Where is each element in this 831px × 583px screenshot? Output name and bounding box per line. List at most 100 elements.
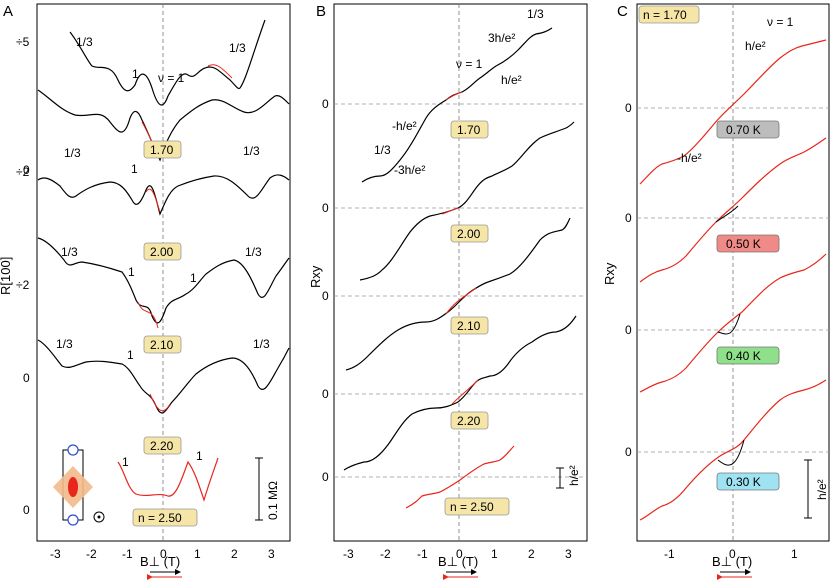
c-title-box: n = 1.70 [638,5,700,24]
a-filling-box: 2.20 [143,436,182,455]
a-fraction-label: 1/3 [253,337,270,351]
c-temp-label: 0.40 K [726,349,761,363]
c-xtick: -1 [664,547,675,561]
c-temp-box: 0.50 K [716,234,780,253]
c-trace-3 [639,253,827,393]
a-zero-label: 0 [23,503,30,517]
a-fraction-label: 1 [190,271,197,285]
b-filling-box: n = 2.50 [444,497,510,516]
b-xtick: 1 [491,547,498,561]
b-xtick: 2 [528,547,535,561]
b-trace-1 [361,27,553,183]
c-temp-label: 0.30 K [726,475,761,489]
b-filling-label: 1.70 [457,123,481,137]
b-annotation: 1/3 [527,7,544,21]
a-filling-label: 1.70 [150,143,174,157]
b-annotation: 3h/e² [488,31,515,45]
a-fraction-label: 1 [128,265,135,279]
a-xtick: 1 [194,547,201,561]
b-filling-label: n = 2.50 [450,500,494,514]
c-temp-label: 0.50 K [726,237,761,251]
a-trace-1 [69,19,266,106]
a-filling-label: 2.00 [150,245,174,259]
b-annotation: -3h/e² [394,163,425,177]
panel-a-xlabel: B⊥ (T) [140,554,180,569]
c-zero-label: 0 [625,101,632,115]
c-scale-label: h/e² [815,479,829,500]
a-xtick: -1 [122,547,133,561]
c-temp-box: 0.30 K [716,472,780,491]
b-scale-bar: h/e² [556,465,581,489]
b-xtick: 0 [456,547,463,561]
b-filling-box: 2.10 [450,316,489,335]
a-xtick: 0 [160,547,167,561]
a-fraction-label: 1 [132,67,139,81]
a-xtick: 2 [231,547,238,561]
panel-c-letter: C [617,3,628,20]
a-filling-box: 2.10 [143,335,182,354]
a-fraction-label: 1/3 [76,35,93,49]
a-fraction-label: 1/3 [243,144,260,158]
a-fraction-label: 1 [127,348,134,362]
c-temp-box: 0.40 K [716,346,780,365]
a-fraction-label: 1 [196,449,203,463]
a-scale-label: 0.1 MΩ [266,481,280,520]
a-filling-label: 2.20 [150,439,174,453]
c-trace-1 [639,39,827,185]
b-xtick: 3 [565,547,572,561]
b-filling-box: 2.20 [450,411,489,430]
a-zero-label: 0 [23,371,30,385]
b-xtick: -2 [380,547,391,561]
b-filling-label: 2.00 [457,227,481,241]
a-divider: ÷2 [16,165,30,179]
a-zero-label: 0 [23,163,30,177]
a-fraction-label: 1 [131,162,138,176]
a-xtick: -2 [86,547,97,561]
a-trace-5 [37,339,290,414]
c-trace-4 [639,379,827,521]
a-filling-box: n = 2.50 [132,508,198,527]
a-xtick: 3 [268,547,275,561]
c-trace-2 [639,137,827,283]
panel-c-xticks: -1 0 1 [664,547,798,561]
b-xtick: -3 [343,547,354,561]
a-filling-box: 1.70 [143,140,182,159]
panel-b-xlabel: B⊥ (T) [438,554,478,569]
a-fraction-label: 1/3 [229,41,246,55]
panel-c-xlabel: B⊥ (T) [712,554,752,569]
b-annotation: 1/3 [374,143,391,157]
b-zero-label: 0 [322,387,329,401]
a-nu-label: ν = 1 [158,71,185,85]
b-xtick: -1 [417,547,428,561]
c-title-label: n = 1.70 [643,8,687,22]
b-trace-5 [405,445,515,509]
a-trace-3 [37,174,290,216]
panel-a-frame [36,3,291,542]
b-trace-4 [343,315,577,471]
a-fraction-label: 1 [122,455,129,469]
a-trace-4 [37,237,290,329]
a-divider: ÷2 [16,278,30,292]
c-zero-label: 0 [625,323,632,337]
b-filling-box: 2.00 [450,224,489,243]
b-zero-label: 0 [322,97,329,111]
b-zero-label: 0 [322,201,329,215]
a-filling-label: n = 2.50 [138,511,182,525]
b-nu-label: ν = 1 [456,57,483,71]
b-trace-2 [359,121,575,281]
a-scale-bar: 0.1 MΩ [255,457,280,521]
a-xtick: -3 [50,547,61,561]
panel-a-letter: A [3,3,13,20]
c-annotation: h/e² [745,39,766,53]
a-filling-box: 2.00 [143,242,182,261]
b-filling-box: 1.70 [450,120,489,139]
c-xtick: 1 [791,547,798,561]
b-filling-label: 2.10 [457,319,481,333]
c-temp-label: 0.70 K [726,123,761,137]
c-nu-label: ν = 1 [767,15,794,29]
device-schematic-icon [53,444,105,526]
c-scale-bar: h/e² [804,459,829,519]
b-zero-label: 0 [322,289,329,303]
panel-b-ylabel: Rxy [308,265,323,288]
